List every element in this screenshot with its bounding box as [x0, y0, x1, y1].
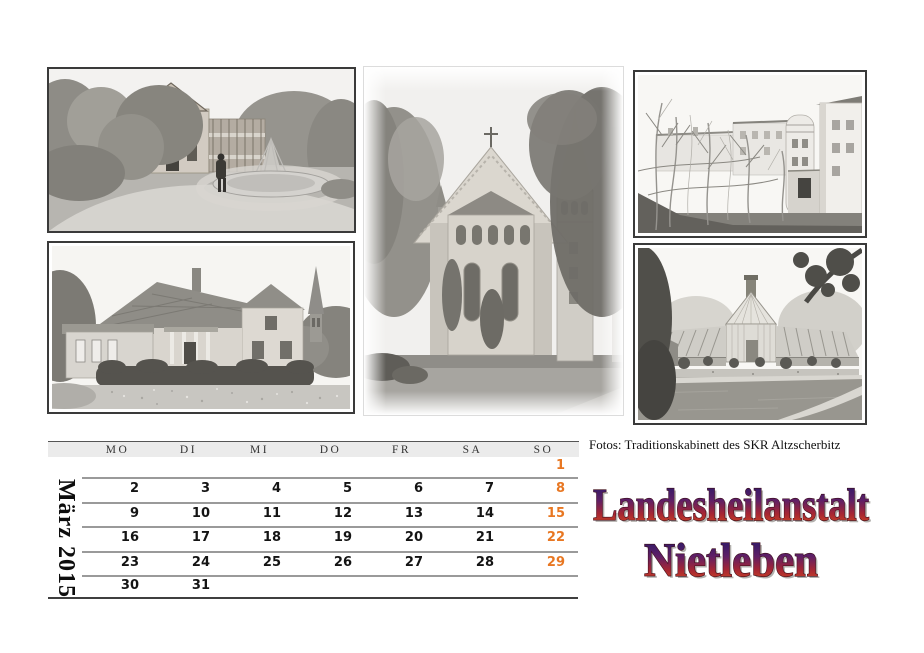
- day-cell: [224, 466, 295, 469]
- title-artwork: Landesheilanstalt Landesheilanstalt Niet…: [592, 478, 872, 589]
- weekday-header-row: MO DI MI DO FR SA SO: [48, 441, 579, 457]
- weekday-mi: MI: [249, 443, 270, 456]
- day-cell-sunday: 1: [555, 458, 565, 473]
- day-cell: 28: [475, 554, 494, 570]
- day-cell: 7: [484, 481, 494, 497]
- day-cell: 16: [120, 530, 139, 546]
- day-cell: [295, 586, 366, 589]
- photo-chapel: [363, 66, 624, 416]
- week-divider: [82, 550, 578, 553]
- day-cell: [366, 466, 437, 469]
- photo-main-building-garden-illustration: [49, 69, 354, 231]
- day-cell: [224, 586, 295, 589]
- weeks-grid: 1 2 3 4 5 6 7 8 9 10 11 12 13 14 15: [48, 456, 579, 598]
- title-line2-shadow: Nietleben: [646, 536, 820, 589]
- photo-clinic-winter-illustration: [638, 75, 862, 233]
- day-cell: 14: [475, 505, 494, 521]
- day-cell: 3: [200, 481, 210, 497]
- day-cell: 5: [342, 481, 352, 497]
- day-cell: [437, 586, 508, 589]
- day-cell: 6: [413, 481, 423, 497]
- day-cell: 31: [191, 578, 210, 593]
- day-cell: [295, 466, 366, 469]
- calendar-bottom-rule: [48, 597, 578, 599]
- photo-clinic-through-winter-trees: [633, 70, 867, 238]
- week-divider: [82, 477, 578, 479]
- day-cell-sunday: 22: [546, 530, 565, 546]
- weekday-mo: MO: [105, 443, 130, 456]
- day-cell: 11: [262, 505, 281, 521]
- day-cell: [82, 466, 153, 469]
- day-cell: 4: [271, 481, 281, 497]
- day-cell-sunday: [508, 586, 579, 589]
- week-row-3: 9 10 11 12 13 14 15: [48, 503, 579, 528]
- day-cell: 23: [120, 554, 139, 570]
- photo-main-building-garden: [47, 67, 356, 233]
- day-cell: 30: [120, 578, 139, 593]
- day-cell: 10: [191, 505, 210, 521]
- day-cell: 25: [262, 554, 281, 570]
- weekday-di: DI: [179, 443, 198, 456]
- day-cell: 18: [262, 530, 281, 546]
- title-line2: Nietleben: [644, 534, 818, 587]
- day-cell: 26: [333, 554, 352, 570]
- day-cell: 2: [129, 481, 139, 497]
- photo-house-with-hedge: [47, 241, 355, 414]
- day-cell-sunday: 8: [555, 481, 565, 497]
- week-row-4: 16 17 18 19 20 21 22: [48, 527, 579, 552]
- week-row-6: 30 31: [48, 576, 579, 598]
- week-divider: [82, 526, 578, 528]
- photo-greenhouses: [633, 243, 867, 425]
- weekday-do: DO: [319, 443, 342, 456]
- day-cell: [437, 466, 508, 469]
- month-calendar: MO DI MI DO FR SA SO 1 2 3 4: [48, 441, 579, 601]
- weekday-so: SO: [533, 443, 554, 456]
- week-divider: [82, 575, 578, 577]
- week-row-5: 23 24 25 26 27 28 29: [48, 552, 579, 577]
- day-cell: 9: [129, 505, 139, 521]
- day-cell: 17: [191, 530, 210, 546]
- day-cell: 12: [333, 505, 352, 521]
- day-cell: 24: [191, 554, 210, 570]
- day-cell: [153, 466, 224, 469]
- photo-greenhouses-illustration: [638, 248, 862, 420]
- photo-chapel-illustration: [364, 67, 623, 415]
- week-row-1: 1: [48, 456, 579, 478]
- photo-credit-caption: Fotos: Traditionskabinett des SKR Altzsc…: [589, 437, 841, 452]
- day-cell: 19: [333, 530, 352, 546]
- weekday-sa: SA: [462, 443, 483, 456]
- photo-house-with-hedge-illustration: [52, 246, 350, 409]
- month-year-label: März 2015: [53, 478, 79, 598]
- day-cell: 27: [404, 554, 423, 570]
- day-cell: 13: [404, 505, 423, 521]
- title-line1: Landesheilanstalt: [593, 479, 870, 530]
- week-row-2: 2 3 4 5 6 7 8: [48, 478, 579, 503]
- day-cell: 21: [475, 530, 494, 546]
- week-divider: [82, 501, 578, 504]
- weekday-fr: FR: [391, 443, 412, 456]
- day-cell-sunday: 29: [546, 554, 565, 570]
- day-cell: 20: [404, 530, 423, 546]
- day-cell: [366, 586, 437, 589]
- title-line1-shadow: Landesheilanstalt: [595, 481, 872, 532]
- day-cell-sunday: 15: [546, 505, 565, 521]
